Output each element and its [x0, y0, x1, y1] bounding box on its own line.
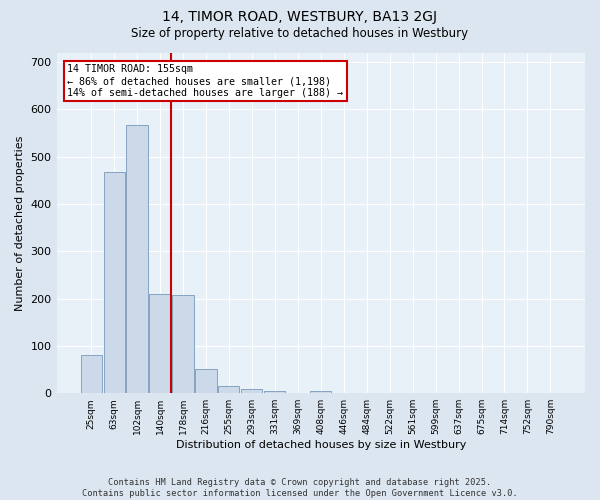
Bar [149, 294, 170, 393]
Text: 14, TIMOR ROAD, WESTBURY, BA13 2GJ: 14, TIMOR ROAD, WESTBURY, BA13 2GJ [163, 10, 437, 24]
X-axis label: Distribution of detached houses by size in Westbury: Distribution of detached houses by size … [176, 440, 466, 450]
Text: Contains HM Land Registry data © Crown copyright and database right 2025.
Contai: Contains HM Land Registry data © Crown c… [82, 478, 518, 498]
Text: Size of property relative to detached houses in Westbury: Size of property relative to detached ho… [131, 28, 469, 40]
Bar [218, 386, 239, 393]
Bar [264, 391, 286, 393]
Bar [241, 390, 262, 393]
Bar [104, 172, 125, 393]
Y-axis label: Number of detached properties: Number of detached properties [15, 135, 25, 310]
Bar [172, 296, 194, 393]
Bar [196, 368, 217, 393]
Text: 14 TIMOR ROAD: 155sqm
← 86% of detached houses are smaller (1,198)
14% of semi-d: 14 TIMOR ROAD: 155sqm ← 86% of detached … [67, 64, 343, 98]
Bar [80, 356, 101, 393]
Bar [127, 125, 148, 393]
Bar [310, 391, 331, 393]
